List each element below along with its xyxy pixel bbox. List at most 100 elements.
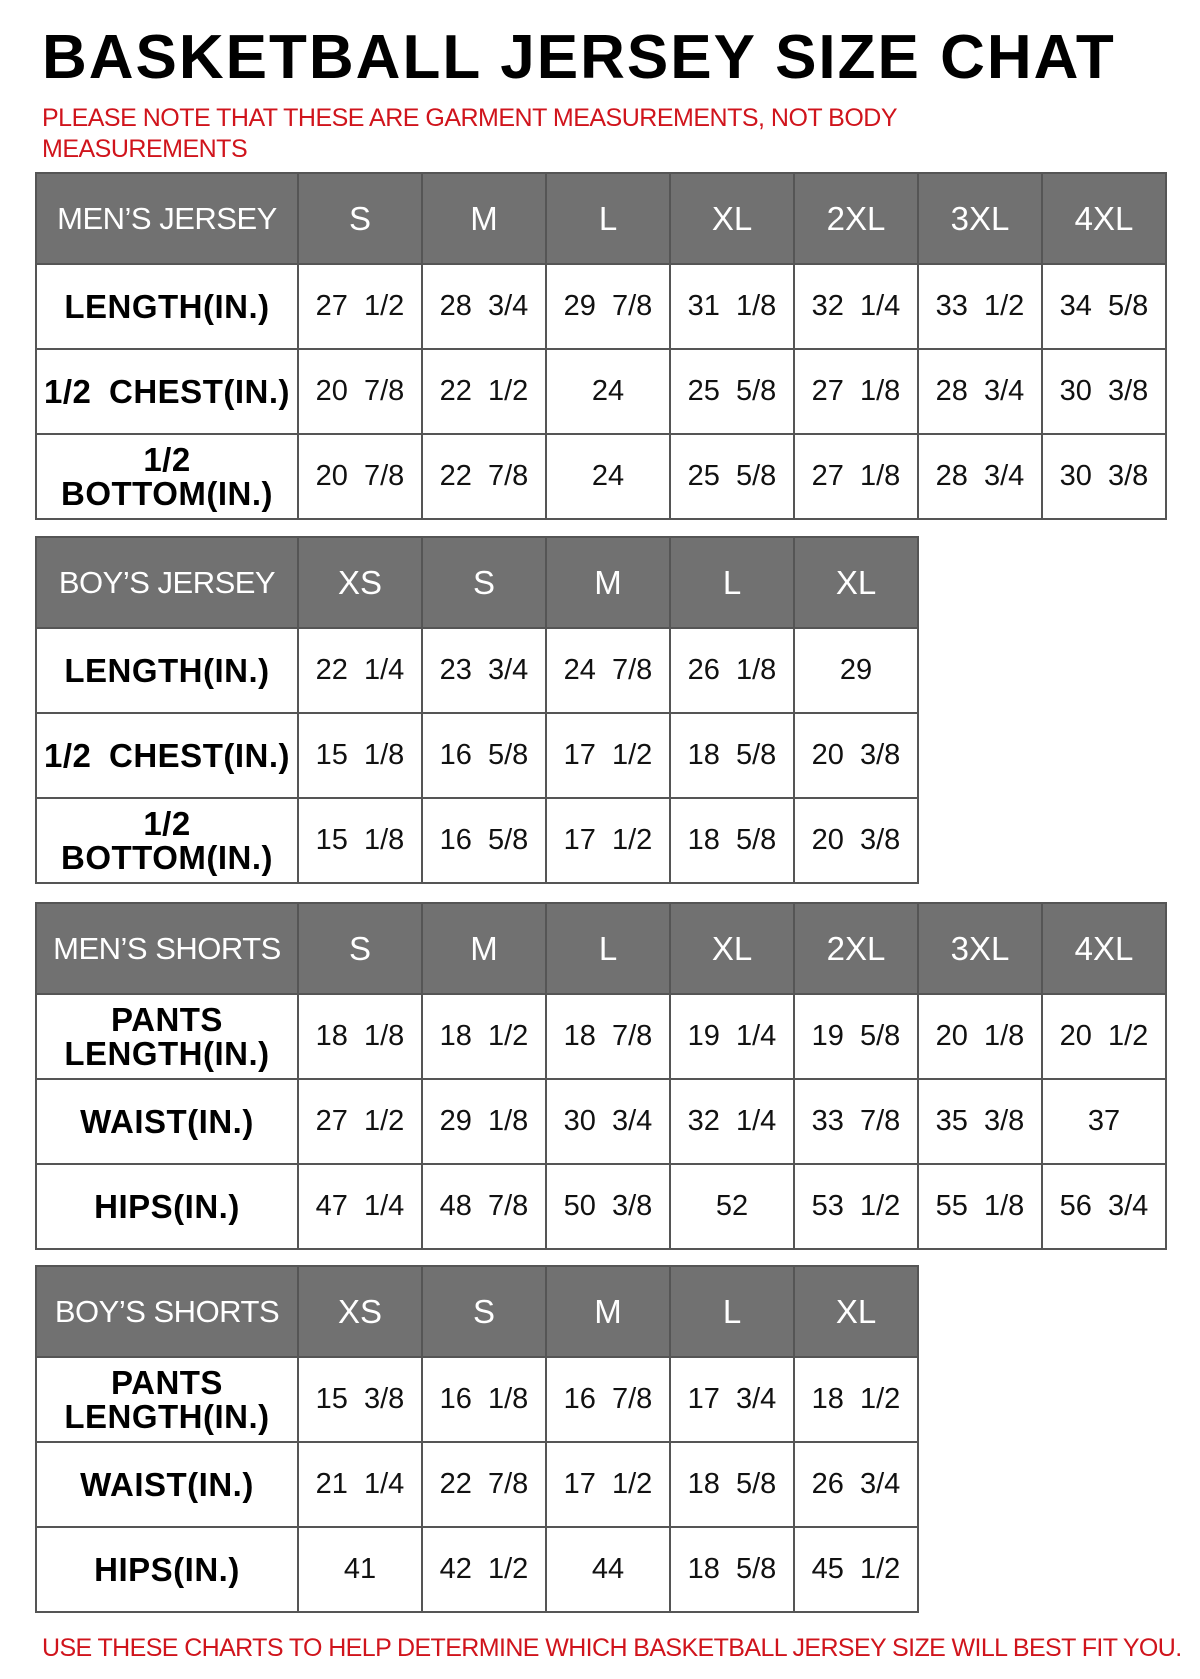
row-label: PANTS LENGTH(IN.) [35,993,299,1080]
table-title: MEN’S JERSEY [35,172,299,265]
header-row: MEN’S JERSEY S M L XL 2XL 3XL 4XL [35,172,1167,265]
measurement-cell: 24 [545,348,671,435]
measurement-cell: 32 1/4 [793,263,919,350]
measurement-cell: 47 1/4 [297,1163,423,1250]
boys-shorts-table: BOY’S SHORTS XS S M L XL PANTS LENGTH(IN.) 15 3… [35,1265,919,1613]
table-row: 1/2 BOTTOM(IN.) 15 1/8 16 5/8 17 1/2 18 5/8 2… [35,797,919,884]
header-row: BOY’S SHORTS XS S M L XL [35,1265,919,1358]
row-label: 1/2 BOTTOM(IN.) [35,797,299,884]
size-header: L [669,1265,795,1358]
row-label: 1/2 CHEST(IN.) [35,348,299,435]
measurement-cell: 18 1/2 [421,993,547,1080]
measurement-cell: 33 1/2 [917,263,1043,350]
measurement-cell: 28 3/4 [917,433,1043,520]
table-row: HIPS(IN.) 47 1/4 48 7/8 50 3/8 52 53 1/2 55 1/… [35,1163,1167,1250]
size-header: 4XL [1041,902,1167,995]
row-label: 1/2 BOTTOM(IN.) [35,433,299,520]
measurement-cell: 35 3/8 [917,1078,1043,1165]
measurement-cell: 20 3/8 [793,712,919,799]
measurement-cell: 18 5/8 [669,712,795,799]
measurement-cell: 16 7/8 [545,1356,671,1443]
table-row: PANTS LENGTH(IN.) 18 1/8 18 1/2 18 7/8 19 1/… [35,993,1167,1080]
garment-note: PLEASE NOTE THAT THESE ARE GARMENT MEASU… [42,104,897,163]
measurement-cell: 20 7/8 [297,433,423,520]
table-title: BOY’S SHORTS [35,1265,299,1358]
table-row: HIPS(IN.) 41 42 1/2 44 18 5/8 45 1/2 [35,1526,919,1613]
measurement-cell: 27 1/2 [297,263,423,350]
size-header: S [297,902,423,995]
measurement-cell: 19 1/4 [669,993,795,1080]
measurement-cell: 29 7/8 [545,263,671,350]
row-label: 1/2 CHEST(IN.) [35,712,299,799]
measurement-cell: 33 7/8 [793,1078,919,1165]
table-row: 1/2 CHEST(IN.) 15 1/8 16 5/8 17 1/2 18 5/8 20… [35,712,919,799]
size-header: 4XL [1041,172,1167,265]
measurement-cell: 27 1/8 [793,433,919,520]
measurement-cell: 17 1/2 [545,797,671,884]
measurement-cell: 24 [545,433,671,520]
measurement-cell: 22 7/8 [421,433,547,520]
size-header: XS [297,536,423,629]
measurement-cell: 15 1/8 [297,797,423,884]
measurement-cell: 37 [1041,1078,1167,1165]
measurement-cell: 17 3/4 [669,1356,795,1443]
row-label: LENGTH(IN.) [35,263,299,350]
measurement-cell: 41 [297,1526,423,1613]
measurement-cell: 53 1/2 [793,1163,919,1250]
measurement-cell: 20 3/8 [793,797,919,884]
measurement-cell: 22 7/8 [421,1441,547,1528]
size-header: 2XL [793,172,919,265]
measurement-cell: 16 5/8 [421,712,547,799]
size-header: M [421,172,547,265]
table-row: 1/2 BOTTOM(IN.) 20 7/8 22 7/8 24 25 5/8 27 1/… [35,433,1167,520]
size-header: M [545,536,671,629]
measurement-cell: 34 5/8 [1041,263,1167,350]
table-row: PANTS LENGTH(IN.) 15 3/8 16 1/8 16 7/8 17 3/… [35,1356,919,1443]
measurement-cell: 24 7/8 [545,627,671,714]
row-label: WAIST(IN.) [35,1078,299,1165]
row-label: HIPS(IN.) [35,1163,299,1250]
measurement-cell: 20 1/2 [1041,993,1167,1080]
table-row: WAIST(IN.) 27 1/2 29 1/8 30 3/4 32 1/4 33 7/8… [35,1078,1167,1165]
measurement-cell: 18 1/2 [793,1356,919,1443]
measurement-cell: 21 1/4 [297,1441,423,1528]
measurement-cell: 15 3/8 [297,1356,423,1443]
size-header: XL [793,1265,919,1358]
table-row: LENGTH(IN.) 22 1/4 23 3/4 24 7/8 26 1/8 29 [35,627,919,714]
mens-shorts-table: MEN’S SHORTS S M L XL 2XL 3XL 4XL PANTS LENGTH(I… [35,902,1167,1250]
measurement-cell: 20 7/8 [297,348,423,435]
footer-note: USE THESE CHARTS TO HELP DETERMINE WHICH… [42,1634,1182,1662]
measurement-cell: 29 [793,627,919,714]
measurement-cell: 27 1/8 [793,348,919,435]
size-header: S [421,1265,547,1358]
page-title: BASKETBALL JERSEY SIZE CHAT [42,23,1116,92]
size-header: S [421,536,547,629]
measurement-cell: 55 1/8 [917,1163,1043,1250]
size-header: XS [297,1265,423,1358]
measurement-cell: 32 1/4 [669,1078,795,1165]
size-header: L [545,172,671,265]
measurement-cell: 50 3/8 [545,1163,671,1250]
measurement-cell: 28 3/4 [917,348,1043,435]
measurement-cell: 56 3/4 [1041,1163,1167,1250]
size-header: L [669,536,795,629]
size-header: 3XL [917,172,1043,265]
measurement-cell: 17 1/2 [545,1441,671,1528]
measurement-cell: 18 5/8 [669,1441,795,1528]
size-header: XL [793,536,919,629]
measurement-cell: 18 5/8 [669,1526,795,1613]
row-label: WAIST(IN.) [35,1441,299,1528]
measurement-cell: 42 1/2 [421,1526,547,1613]
measurement-cell: 22 1/4 [297,627,423,714]
measurement-cell: 18 7/8 [545,993,671,1080]
row-label: PANTS LENGTH(IN.) [35,1356,299,1443]
row-label: LENGTH(IN.) [35,627,299,714]
measurement-cell: 29 1/8 [421,1078,547,1165]
measurement-cell: 22 1/2 [421,348,547,435]
mens-jersey-table: MEN’S JERSEY S M L XL 2XL 3XL 4XL LENGTH(IN.) 27 … [35,172,1167,520]
size-header: 2XL [793,902,919,995]
measurement-cell: 27 1/2 [297,1078,423,1165]
size-header: 3XL [917,902,1043,995]
measurement-cell: 44 [545,1526,671,1613]
table-row: 1/2 CHEST(IN.) 20 7/8 22 1/2 24 25 5/8 27 1/8… [35,348,1167,435]
